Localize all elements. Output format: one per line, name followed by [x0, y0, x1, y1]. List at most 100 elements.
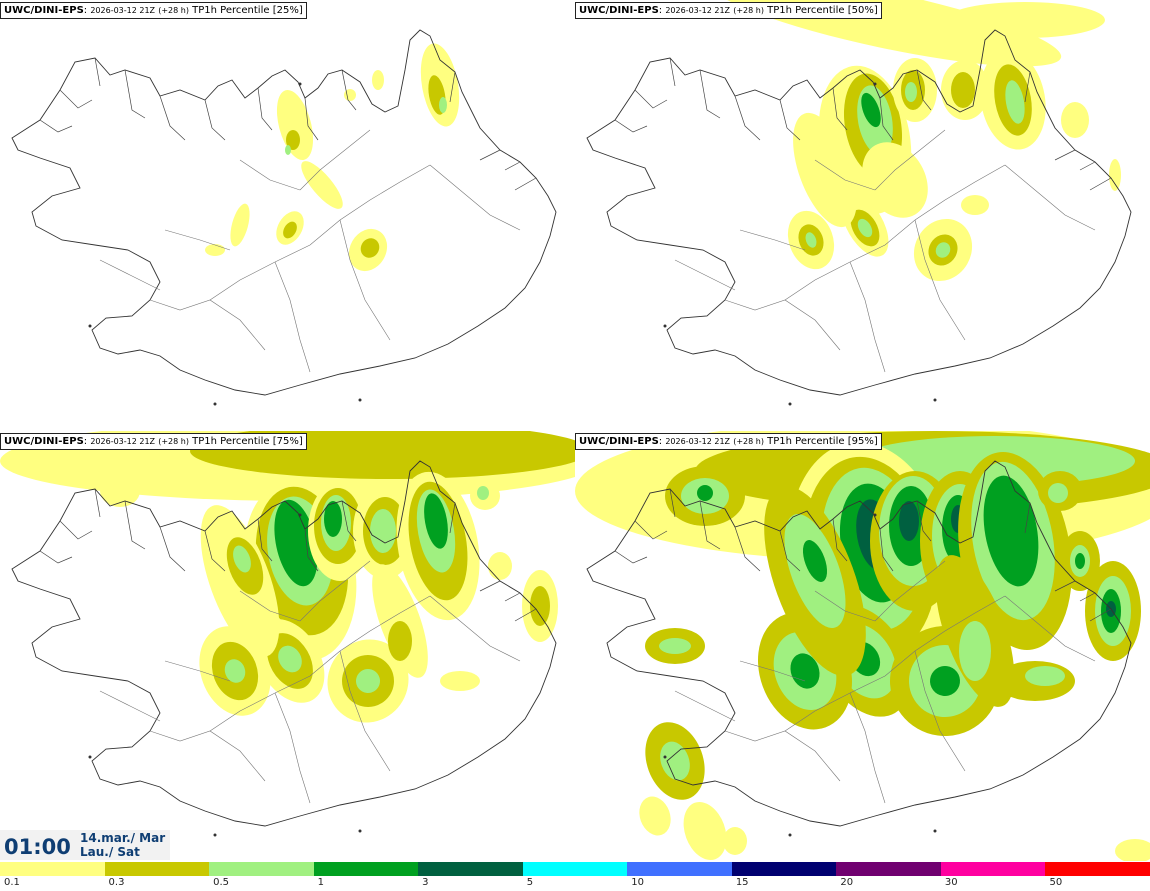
fjord-line [1054, 580, 1076, 592]
fjord-line [614, 119, 648, 133]
precip-blob [477, 486, 489, 500]
island [933, 829, 937, 833]
boundary-line [239, 590, 301, 622]
precip-blob [283, 221, 297, 239]
precip-blob [861, 92, 881, 128]
map-panel-25: UWC/DINI-EPS: 2026-03-12 21Z (+28 h) TP1… [0, 0, 575, 430]
precip-blob [857, 218, 873, 238]
fjord-line [514, 608, 537, 622]
legend-swatch [209, 862, 314, 876]
valid-date-line1: 14.mar./ Mar [80, 831, 166, 845]
fjord-line [1089, 608, 1112, 622]
fjord-line [634, 520, 668, 540]
precip-blob [100, 475, 140, 507]
precip-blob [356, 669, 380, 693]
fjord-line [916, 500, 932, 542]
precip-blob [1061, 102, 1089, 138]
boundary-line [814, 590, 876, 622]
precip-map-svg [575, 431, 1150, 861]
boundary-line [874, 129, 946, 191]
fjord-line [479, 580, 501, 592]
fjord-line [734, 95, 761, 141]
fjord-line [257, 87, 273, 131]
fjord-line [479, 149, 501, 161]
fjord-line [634, 89, 668, 109]
fjord-line [159, 526, 186, 572]
fjord-line [341, 500, 357, 542]
precip-blob [899, 501, 919, 541]
precip-blob [286, 130, 300, 150]
legend-label: 0.3 [108, 877, 125, 888]
legend-label: 0.5 [213, 877, 229, 888]
legend-label: 50 [1049, 877, 1063, 888]
boundary-line [299, 129, 371, 191]
fjord-line [779, 530, 801, 572]
boundary-line [164, 660, 231, 682]
boundary-line [274, 261, 311, 373]
valid-time: 01:00 [4, 835, 71, 859]
precip-blob [205, 244, 225, 256]
boundary-line [429, 164, 521, 231]
boundary-line [1004, 595, 1096, 662]
boundary-line [914, 219, 966, 341]
precip-blob [961, 195, 989, 215]
precip-blob [224, 659, 246, 683]
legend-swatch [313, 862, 419, 876]
island [298, 513, 302, 517]
fjord-line [257, 518, 273, 562]
precip-blob [324, 501, 342, 537]
precip-blob [278, 645, 302, 673]
legend-swatch [522, 862, 628, 876]
fjord-line [341, 69, 357, 111]
island [663, 755, 667, 759]
legend-label: 10 [631, 877, 644, 888]
precip-blob [285, 145, 291, 155]
fjord-line [669, 488, 676, 518]
legend-swatch [836, 862, 941, 876]
boundary-line [274, 692, 311, 804]
map-panel-50: UWC/DINI-EPS: 2026-03-12 21Z (+28 h) TP1… [575, 0, 1150, 430]
boundary-line [149, 299, 266, 351]
precip-blob [530, 586, 550, 626]
precip-blob [1005, 80, 1025, 124]
precip-blob [1109, 159, 1121, 191]
precip-blob [793, 112, 857, 228]
legend-label: 1 [317, 877, 324, 888]
island [213, 402, 217, 406]
precip-blob [388, 621, 412, 661]
precip-blob [983, 475, 1039, 587]
fjord-line [1024, 71, 1031, 103]
boundary-line [299, 560, 371, 622]
legend-swatch [418, 862, 523, 876]
precip-map-svg [0, 431, 575, 837]
precip-blob [230, 203, 250, 247]
precip-blob [372, 70, 384, 90]
precip-blob [862, 142, 928, 218]
boundary-line [99, 690, 161, 722]
fjord-line [504, 592, 521, 602]
panel-title: UWC/DINI-EPS: 2026-03-12 21Z (+28 h) TP1… [0, 433, 307, 450]
island [358, 829, 362, 833]
fjord-line [204, 530, 226, 572]
boundary-line [914, 650, 966, 772]
boundary-line [164, 229, 231, 251]
island [298, 82, 302, 86]
precip-blob [660, 741, 690, 781]
fjord-line [124, 500, 146, 550]
boundary-line [674, 259, 736, 291]
fjord-line [449, 71, 456, 103]
precip-blob [233, 545, 251, 573]
precip-blob [301, 161, 343, 209]
precip-blob [424, 493, 448, 549]
legend-label: 30 [944, 877, 958, 888]
fjord-line [39, 550, 73, 564]
legend-swatch [627, 862, 732, 876]
legend-swatch [0, 862, 105, 876]
fjord-line [734, 526, 761, 572]
precip-blob [790, 653, 820, 689]
color-legend: 0.1 0.3 0.5 1 3 5 10 15 20 30 50 [0, 861, 1150, 891]
boundary-line [724, 730, 841, 782]
map-panel-75: UWC/DINI-EPS: 2026-03-12 21Z (+28 h) TP1… [0, 431, 575, 861]
boundary-line [674, 690, 736, 722]
panel-title: UWC/DINI-EPS: 2026-03-12 21Z (+28 h) TP1… [0, 2, 307, 19]
